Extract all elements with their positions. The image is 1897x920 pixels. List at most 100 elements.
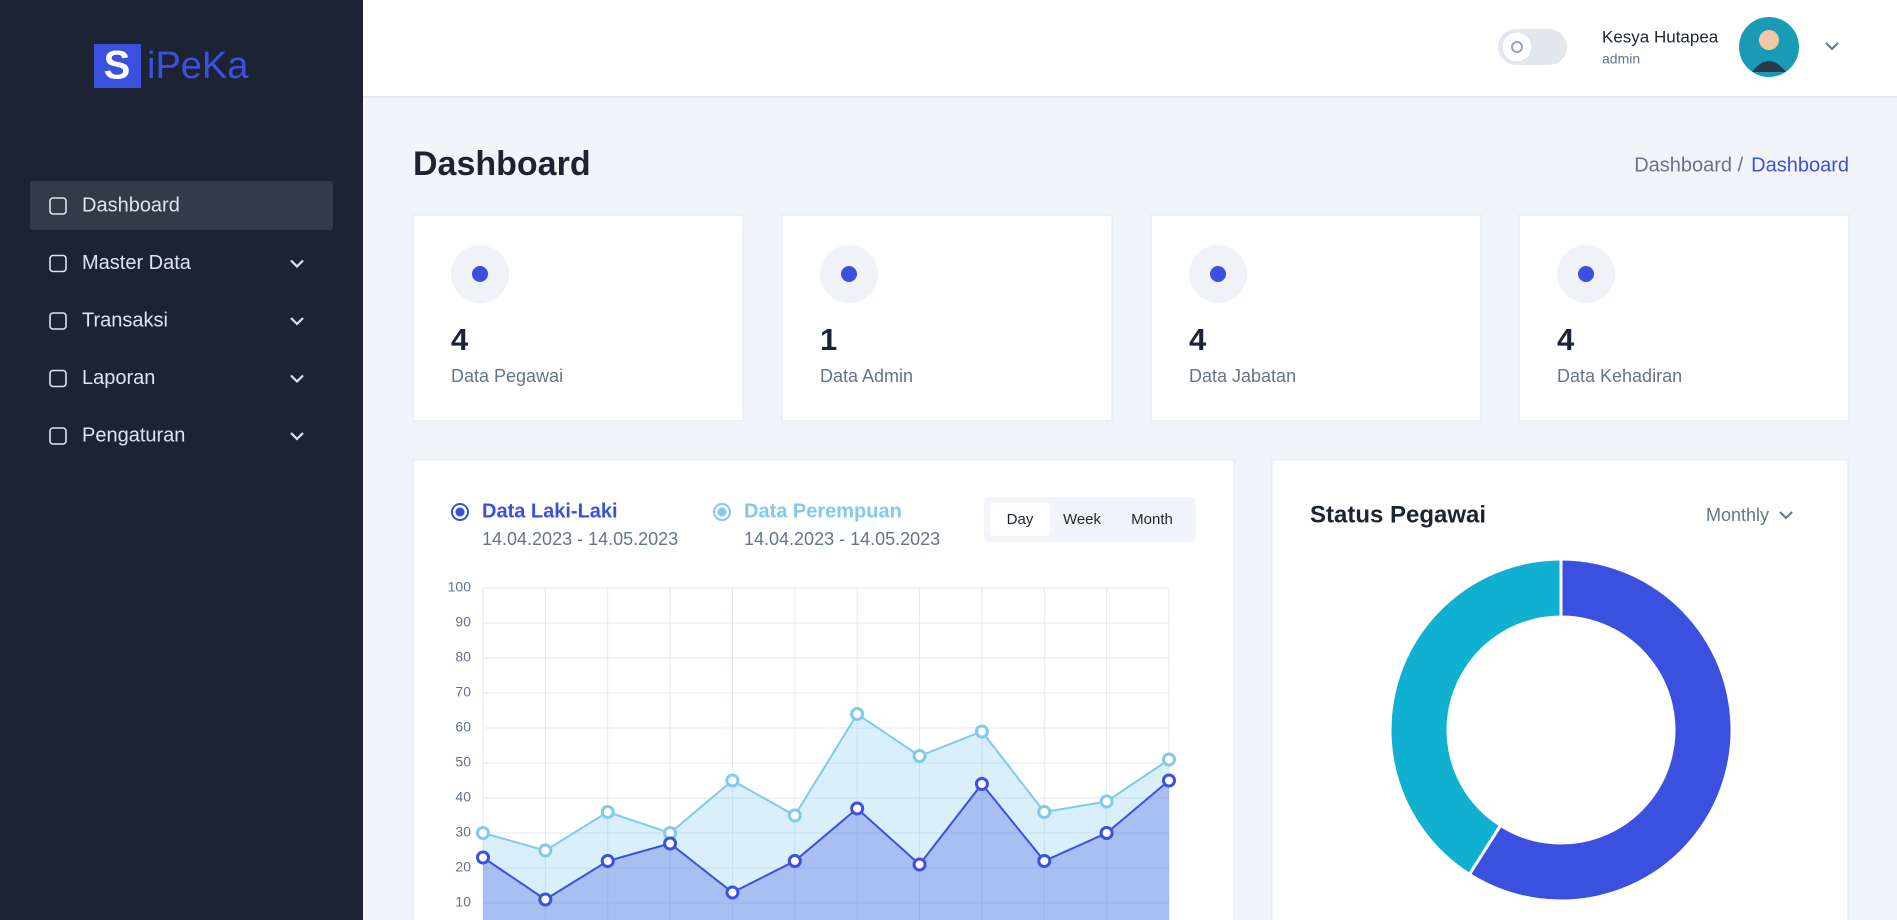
nav-label[interactable]: Pengaturan xyxy=(82,424,185,446)
period-active xyxy=(990,503,1050,536)
point xyxy=(912,857,927,872)
point xyxy=(850,801,865,816)
nav-icon xyxy=(49,369,67,388)
stat-label: Data Pegawai xyxy=(451,366,563,386)
breadcrumb-current: Dashboard xyxy=(1751,154,1849,176)
point xyxy=(1037,854,1052,868)
nav-chevron[interactable] xyxy=(290,374,304,384)
legend-range: 14.04.2023 - 14.05.2023 xyxy=(744,529,940,549)
point xyxy=(1037,805,1052,819)
stat-value: 1 xyxy=(820,322,837,357)
y-tick-label: 50 xyxy=(455,754,471,770)
user-menu-chevron[interactable] xyxy=(1825,42,1839,51)
legend-marker xyxy=(451,503,469,521)
period-option[interactable]: Day xyxy=(1007,511,1034,528)
point xyxy=(725,773,740,788)
y-tick-label: 80 xyxy=(455,649,471,665)
nav-label[interactable]: Transaksi xyxy=(82,309,168,331)
nav-icon xyxy=(49,254,67,273)
nav-chevron[interactable] xyxy=(290,432,304,441)
period-select[interactable]: Monthly xyxy=(1706,505,1769,525)
point xyxy=(1099,794,1114,809)
stat-icon xyxy=(1578,266,1594,282)
stat-label: Data Admin xyxy=(820,366,913,386)
y-tick-label: 10 xyxy=(455,894,471,910)
period-option[interactable]: Week xyxy=(1063,511,1102,528)
stat-card xyxy=(781,214,1113,422)
sidebar xyxy=(0,0,363,920)
nav-label[interactable]: Laporan xyxy=(82,367,155,389)
stat-label: Data Kehadiran xyxy=(1557,366,1682,386)
legend-dot xyxy=(455,507,465,517)
avatar-face xyxy=(1759,30,1779,50)
stat-value: 4 xyxy=(1557,322,1575,357)
nav-icon xyxy=(49,312,67,330)
legend-label[interactable]: Data Perempuan xyxy=(744,500,902,522)
point xyxy=(974,777,989,791)
sun-icon xyxy=(1511,41,1523,53)
nav-icon xyxy=(49,197,67,215)
nav-label[interactable]: Master Data xyxy=(82,252,192,274)
point xyxy=(538,892,553,907)
stat-icon xyxy=(841,266,857,282)
stat-card xyxy=(412,214,744,422)
donut-title: Status Pegawai xyxy=(1310,501,1486,528)
point xyxy=(787,854,802,868)
nav-chevron[interactable] xyxy=(290,259,304,269)
donut-segment xyxy=(1388,557,1563,877)
point xyxy=(476,850,490,865)
user-role: admin xyxy=(1602,51,1640,67)
header xyxy=(363,0,1897,97)
stat-label: Data Jabatan xyxy=(1189,366,1296,386)
legend-marker xyxy=(713,503,731,521)
stat-icon xyxy=(1210,266,1226,282)
y-tick-label: 90 xyxy=(455,614,471,630)
point xyxy=(850,707,865,721)
point xyxy=(1162,752,1176,767)
point xyxy=(1162,773,1176,788)
y-tick-label: 100 xyxy=(448,579,472,595)
stat-card xyxy=(1150,214,1482,422)
logo-mark: S xyxy=(104,44,131,88)
logo-text[interactable]: iPeKa xyxy=(147,45,249,87)
stat-icon xyxy=(472,266,488,282)
y-tick-label: 20 xyxy=(455,859,471,875)
nav-active-bg xyxy=(30,181,333,230)
logo-box xyxy=(94,44,141,88)
user-name: Kesya Hutapea xyxy=(1602,27,1719,46)
y-tick-label: 70 xyxy=(455,684,471,700)
point xyxy=(538,843,553,858)
y-tick-label: 40 xyxy=(455,789,471,805)
point xyxy=(787,808,802,823)
point xyxy=(600,854,615,868)
nav-label[interactable]: Dashboard xyxy=(82,194,180,216)
point xyxy=(476,826,490,840)
point xyxy=(974,724,989,739)
point xyxy=(600,805,615,819)
nav-icon xyxy=(49,427,67,445)
area xyxy=(483,714,1169,920)
stat-value: 4 xyxy=(1189,322,1207,357)
legend-label[interactable]: Data Laki-Laki xyxy=(482,500,618,522)
breadcrumb-link[interactable]: Dashboard / xyxy=(1634,154,1743,176)
avatar-body xyxy=(1752,61,1786,72)
page-title: Dashboard xyxy=(413,145,591,183)
donut-segment xyxy=(1467,557,1734,903)
point xyxy=(912,749,927,763)
nav-chevron[interactable] xyxy=(290,317,304,326)
line xyxy=(482,712,1170,852)
stat-value: 4 xyxy=(451,322,469,357)
stat-card xyxy=(1518,214,1850,422)
line xyxy=(482,779,1170,901)
y-tick-label: 30 xyxy=(455,824,471,840)
period-option[interactable]: Month xyxy=(1131,511,1173,528)
legend-range: 14.04.2023 - 14.05.2023 xyxy=(482,529,678,549)
point xyxy=(1099,826,1114,840)
legend-dot xyxy=(717,507,727,517)
area xyxy=(483,780,1169,920)
period-chevron[interactable] xyxy=(1779,511,1793,520)
y-tick-label: 60 xyxy=(455,719,471,735)
point xyxy=(725,885,740,900)
